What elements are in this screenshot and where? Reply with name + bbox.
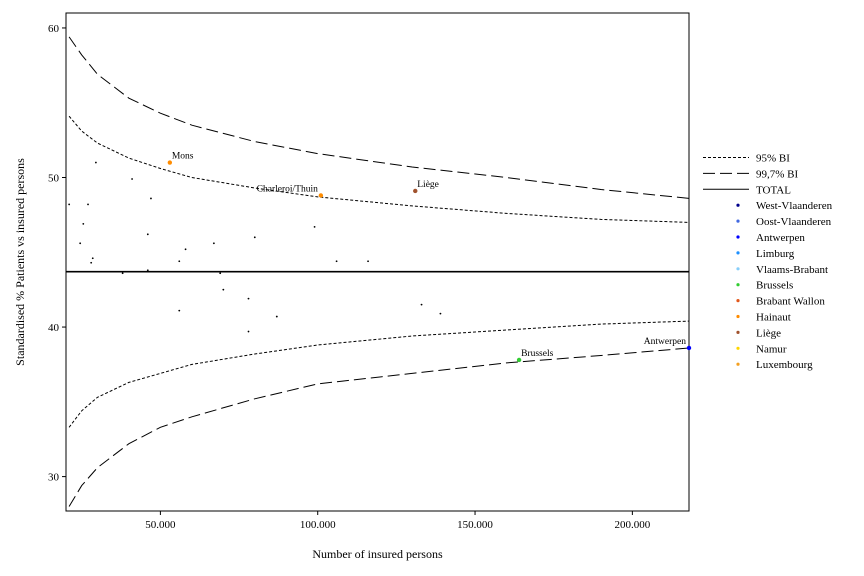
legend-marker bbox=[736, 346, 740, 350]
data-point bbox=[82, 222, 85, 225]
data-point bbox=[367, 260, 369, 263]
legend-label: Luxembourg bbox=[756, 359, 813, 371]
point-label: Liège bbox=[417, 180, 439, 190]
data-point bbox=[91, 257, 94, 260]
legend-marker bbox=[736, 330, 740, 334]
legend-item: Oost-Vlaanderen bbox=[736, 216, 832, 228]
point-label: Charleroi/Thuin bbox=[257, 184, 318, 194]
legend-item: Hainaut bbox=[736, 312, 791, 324]
legend-item: Antwerpen bbox=[736, 232, 805, 244]
legend-label: Hainaut bbox=[756, 312, 791, 324]
legend-label: 95% BI bbox=[756, 153, 790, 165]
data-point bbox=[121, 272, 124, 275]
data-point bbox=[219, 272, 222, 275]
legend-item: Liège bbox=[736, 327, 781, 339]
data-point bbox=[275, 315, 278, 318]
legend-label: Brussels bbox=[756, 280, 793, 292]
ci997-lower-line bbox=[68, 347, 690, 507]
point-label: Antwerpen bbox=[644, 337, 686, 347]
legend-item: Limburg bbox=[736, 248, 795, 260]
legend-marker bbox=[736, 283, 740, 287]
data-point bbox=[184, 248, 187, 251]
legend-item: 95% BI bbox=[703, 153, 790, 165]
data-point bbox=[178, 309, 181, 312]
legend-item: West-Vlaanderen bbox=[736, 200, 833, 212]
plot-area: Mons Charleroi/Thuin Liège Brussels Antwerpe… bbox=[65, 12, 692, 512]
x-axis-title: Number of insured persons bbox=[312, 547, 443, 561]
legend-marker bbox=[736, 251, 740, 255]
legend-item: Namur bbox=[736, 343, 787, 355]
data-point-labeled bbox=[167, 160, 173, 165]
data-point bbox=[313, 225, 316, 228]
x-tick-label: 100.000 bbox=[300, 519, 336, 531]
legend-label: Limburg bbox=[756, 248, 795, 260]
legend-marker bbox=[736, 362, 740, 366]
ci997-upper-line bbox=[68, 36, 690, 199]
data-point bbox=[79, 242, 82, 245]
y-axis-title: Standardised % Patients vs insured perso… bbox=[13, 158, 27, 366]
data-point bbox=[178, 260, 181, 263]
legend-label: Brabant Wallon bbox=[756, 296, 825, 308]
legend-label: Vlaams-Brabant bbox=[756, 264, 828, 276]
data-point bbox=[87, 203, 89, 206]
data-point bbox=[90, 261, 93, 264]
y-tick-label: 60 bbox=[48, 23, 60, 35]
legend-marker bbox=[736, 203, 740, 207]
legend-item: Vlaams-Brabant bbox=[736, 264, 828, 276]
legend: 95% BI 99,7% BI TOTAL West-Vlaanderen Oost-V… bbox=[703, 153, 833, 371]
data-point-labeled bbox=[516, 357, 522, 363]
y-tick-label: 30 bbox=[48, 472, 60, 484]
data-point bbox=[247, 330, 250, 333]
axis-ticks: 50.000 100.000 150.000 200.000 30 40 50 60 bbox=[48, 23, 651, 531]
plot-frame bbox=[65, 12, 690, 512]
data-point bbox=[247, 297, 250, 300]
legend-label: West-Vlaanderen bbox=[756, 200, 833, 212]
legend-label: Antwerpen bbox=[756, 232, 805, 244]
data-point bbox=[150, 197, 152, 200]
legend-item: Brabant Wallon bbox=[736, 296, 825, 308]
data-point bbox=[68, 203, 71, 206]
data-point bbox=[439, 312, 442, 315]
legend-item: Luxembourg bbox=[736, 359, 813, 371]
legend-item: 99,7% BI bbox=[703, 168, 799, 180]
legend-label: Namur bbox=[756, 343, 787, 355]
legend-marker bbox=[736, 299, 740, 303]
point-label: Mons bbox=[172, 152, 194, 162]
data-point bbox=[131, 178, 133, 180]
data-point bbox=[146, 269, 149, 272]
x-tick-label: 50.000 bbox=[145, 519, 176, 531]
data-point-labeled bbox=[413, 188, 418, 194]
data-point bbox=[335, 260, 338, 263]
ci95-upper-line bbox=[68, 115, 690, 223]
legend-label: 99,7% BI bbox=[756, 168, 799, 180]
legend-label: TOTAL bbox=[756, 184, 791, 196]
data-point bbox=[146, 233, 149, 236]
data-point bbox=[253, 236, 256, 239]
data-point-labeled bbox=[318, 193, 324, 198]
data-point bbox=[420, 303, 423, 306]
y-tick-label: 40 bbox=[48, 322, 60, 334]
x-tick-label: 200.000 bbox=[614, 519, 650, 531]
point-label: Brussels bbox=[521, 349, 554, 359]
data-point bbox=[212, 242, 215, 245]
legend-marker bbox=[736, 314, 740, 319]
ci95-lower-line bbox=[68, 320, 690, 428]
legend-marker bbox=[736, 267, 740, 271]
data-point bbox=[94, 161, 97, 164]
legend-marker bbox=[736, 219, 740, 223]
y-tick-label: 50 bbox=[48, 173, 60, 185]
legend-marker bbox=[736, 235, 740, 239]
x-tick-label: 150.000 bbox=[457, 519, 493, 531]
legend-label: Liège bbox=[756, 327, 781, 339]
data-point-labeled bbox=[686, 345, 692, 351]
legend-label: Oost-Vlaanderen bbox=[756, 216, 832, 228]
legend-item: Brussels bbox=[736, 280, 793, 292]
data-point bbox=[222, 288, 225, 291]
legend-item: TOTAL bbox=[703, 184, 791, 196]
